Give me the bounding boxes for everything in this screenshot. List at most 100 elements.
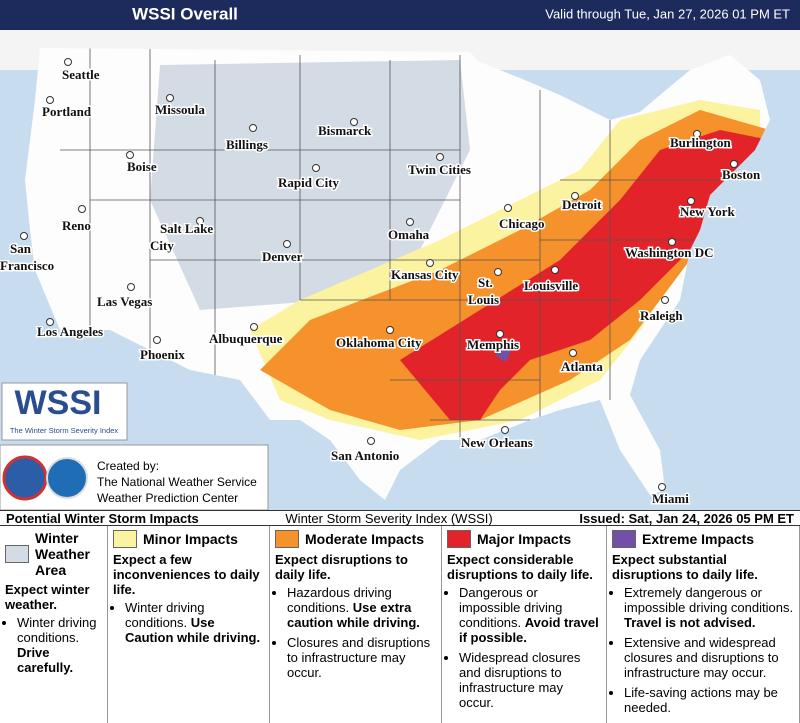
legend-column: Minor Impacts Expect a few inconveniences… — [108, 526, 270, 723]
legend-headline: Expect disruptions to daily life. — [275, 552, 408, 582]
legend-swatch — [447, 530, 471, 548]
bullet-text: Dangerous or impossible driving conditio… — [459, 585, 563, 630]
city-dot — [46, 96, 54, 104]
city-label: San Antonio — [331, 448, 399, 463]
city-label: Francisco — [0, 258, 54, 273]
bullet-text: Extremely dangerous or impossible drivin… — [624, 585, 794, 615]
city-label: Las Vegas — [97, 294, 152, 309]
cities: Seattle Portland Missoula Boise Billings Bism… — [0, 58, 763, 507]
bullet-bold: Use extra caution while driving. — [287, 600, 420, 630]
city-dot — [551, 266, 559, 274]
legend-bullet: Extremely dangerous or impossible drivin… — [624, 585, 794, 630]
city-label: Raleigh — [640, 308, 683, 323]
noaa-logo — [46, 457, 88, 499]
city-dot — [350, 118, 358, 126]
bullet-text: Winter driving conditions. — [125, 600, 205, 630]
legend-column: Extreme Impacts Expect substantial disrup… — [607, 526, 800, 723]
city-label: Albuquerque — [209, 331, 283, 346]
city-dot — [46, 318, 54, 326]
legend-bullet: Hazardous driving conditions. Use extra … — [287, 585, 436, 630]
city-dot — [504, 204, 512, 212]
city-label: Portland — [42, 104, 92, 119]
legend-headline: Expect substantial disruptions to daily … — [612, 552, 758, 582]
legend-center: Winter Storm Severity Index (WSSI) — [285, 510, 493, 526]
bullet-bold: Avoid travel if possible. — [459, 615, 599, 645]
impact-area — [496, 342, 512, 362]
bullet-text: Widespread closures and disruptions to i… — [459, 650, 581, 710]
city-label: San — [10, 241, 32, 256]
credit-line: Created by: — [97, 459, 159, 473]
city-label: Kansas City — [391, 267, 459, 282]
legend-headline: Expect a few inconveniences to daily lif… — [113, 552, 260, 597]
city-dot — [687, 197, 695, 205]
legend-title: Potential Winter Storm Impacts — [6, 510, 199, 526]
city-label: City — [150, 238, 174, 253]
city-label: Rapid City — [278, 175, 340, 190]
credit-line: The National Weather Service — [97, 475, 257, 489]
city-label: Miami — [652, 491, 689, 506]
legend-bullet: Winter driving conditions. Use Caution w… — [125, 600, 264, 645]
city-dot — [386, 326, 394, 334]
city-label: Burlington — [670, 135, 731, 150]
legend-column: Major Impacts Expect considerable disrupt… — [442, 526, 607, 723]
city-label: Memphis — [467, 337, 519, 352]
legend-swatch — [612, 530, 636, 548]
valid-time: Valid through Tue, Jan 27, 2026 01 PM ET — [545, 6, 790, 21]
city-label: Chicago — [499, 216, 545, 231]
legend-item-title: Moderate Impacts — [305, 531, 425, 547]
legend-bullets: Extremely dangerous or impossible drivin… — [612, 585, 794, 715]
legend-title-row: Moderate Impacts — [275, 530, 436, 548]
legend-column: Winter Weather Area Expect winter weather… — [0, 526, 108, 723]
impact-area — [400, 130, 770, 420]
city-label: Boston — [722, 167, 761, 182]
legend-bullet: Life-saving actions may be needed. — [624, 685, 794, 715]
city-label: Denver — [262, 249, 303, 264]
logo-box — [1, 382, 128, 441]
logo-subtitle: The Winter Storm Severity Index — [10, 426, 119, 435]
city-dot — [127, 283, 135, 291]
credit-line: Weather Prediction Center — [97, 491, 238, 505]
us-land — [25, 48, 770, 500]
city-label: New Orleans — [461, 435, 533, 450]
city-label: Atlanta — [561, 359, 603, 374]
bullet-text: Extensive and widespread closures and di… — [624, 635, 779, 680]
city-dot — [693, 130, 701, 138]
city-dot — [126, 151, 134, 159]
bullet-text: Closures and disruptions to infrastructu… — [287, 635, 431, 680]
city-dot — [64, 58, 72, 66]
bullet-text: Hazardous driving conditions. — [287, 585, 392, 615]
city-label: Billings — [226, 137, 268, 152]
logo-title: WSSI — [15, 384, 102, 422]
city-label: Oklahoma City — [336, 335, 422, 350]
city-label: Salt Lake — [160, 221, 213, 236]
legend-bullet: Extensive and widespread closures and di… — [624, 635, 794, 680]
legend-header: Potential Winter Storm Impacts Winter St… — [0, 510, 800, 526]
city-label: Missoula — [155, 102, 205, 117]
city-dot — [249, 124, 257, 132]
city-dot — [153, 336, 161, 344]
legend-bullet: Closures and disruptions to infrastructu… — [287, 635, 436, 680]
city-label: Los Angeles — [37, 324, 103, 339]
city-label: Reno — [62, 218, 91, 233]
city-dot — [661, 296, 669, 304]
city-dot — [658, 483, 666, 491]
city-dot — [78, 205, 86, 213]
legend-bullet: Winter driving conditions. Drive careful… — [17, 615, 102, 675]
legend-bullets: Dangerous or impossible driving conditio… — [447, 585, 601, 710]
legend-bullets: Winter driving conditions. Drive careful… — [5, 615, 102, 675]
legend-column: Moderate Impacts Expect disruptions to da… — [270, 526, 442, 723]
city-dot — [436, 153, 444, 161]
city-dot — [501, 426, 509, 434]
city-dot — [196, 217, 204, 225]
legend-item-title: Extreme Impacts — [642, 531, 755, 547]
city-dot — [730, 160, 738, 168]
legend-headline: Expect considerable disruptions to daily… — [447, 552, 593, 582]
city-dot — [283, 240, 291, 248]
nws-logo — [2, 455, 48, 501]
state-lines — [60, 48, 720, 440]
bullet-bold: Travel is not advised. — [624, 615, 756, 630]
legend-swatch — [5, 545, 29, 563]
credit: Created by: The National Weather Service W… — [97, 459, 257, 505]
city-label: Washington DC — [625, 245, 714, 260]
city-dot — [571, 192, 579, 200]
